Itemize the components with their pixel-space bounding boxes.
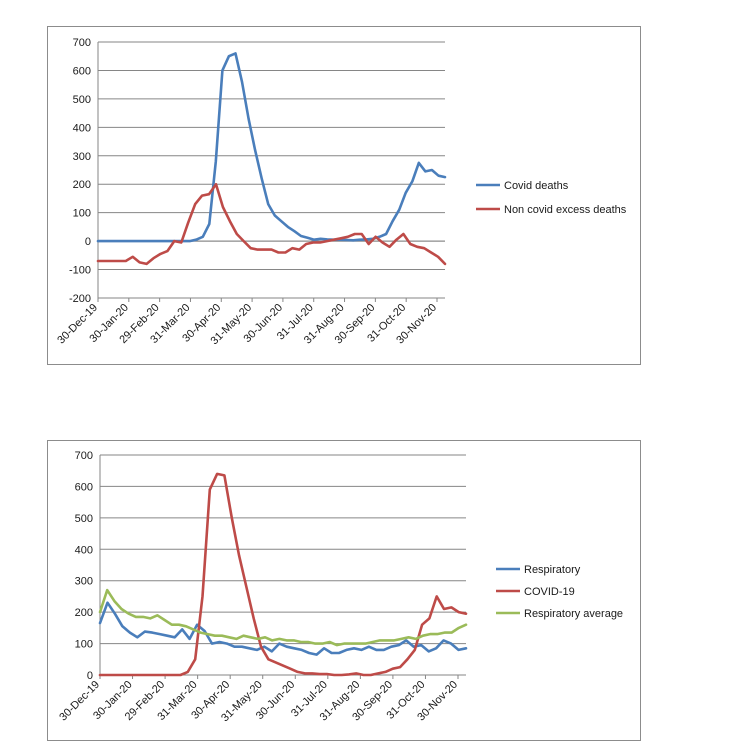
chart-2: 0 100 200 300 400 500 600 700 30-Dec-19 30-Jan-20… (47, 440, 641, 741)
y-tick-label: 300 (73, 151, 91, 163)
y-tick-label: 600 (73, 65, 91, 77)
y-tick-label: -200 (69, 293, 91, 305)
legend-label: Respiratory average (524, 608, 623, 620)
y-tick-label: 700 (75, 450, 93, 462)
y-tick-label: 500 (73, 94, 91, 106)
y-tick-label: 0 (87, 670, 93, 682)
series-line-respiratory (98, 601, 468, 656)
y-tick-label: 400 (75, 544, 93, 556)
y-tick-label: 700 (73, 37, 91, 49)
legend-label: Non covid excess deaths (504, 204, 627, 216)
y-tick-label: 200 (73, 179, 91, 191)
y-tick-label: 400 (73, 122, 91, 134)
y-tick-label: 100 (75, 639, 93, 651)
y-tick-label: 0 (85, 236, 91, 248)
y-tick-label: 100 (73, 208, 91, 220)
legend-label: Respiratory (524, 564, 581, 576)
y-tick-label: -100 (69, 265, 91, 277)
legend-label: Covid deaths (504, 180, 569, 192)
series-line-covid-19 (98, 472, 468, 677)
chart-1-svg: -200-100010020030040050060070030-Dec-193… (55, 37, 627, 347)
chart-2-svg: 010020030040050060070030-Dec-1930-Jan-20… (57, 450, 623, 724)
series-line-covid-deaths (96, 52, 447, 243)
series-line-non-covid-excess-deaths (96, 182, 447, 266)
y-tick-label: 500 (75, 513, 93, 525)
chart-1: -200 -100 0 100 200 300 400 500 600 700 30-Dec-19 3… (47, 26, 641, 365)
y-tick-label: 200 (75, 607, 93, 619)
legend-label: COVID-19 (524, 586, 575, 598)
y-tick-label: 600 (75, 481, 93, 493)
y-tick-label: 300 (75, 576, 93, 588)
series-line-respiratory-average (98, 588, 468, 647)
